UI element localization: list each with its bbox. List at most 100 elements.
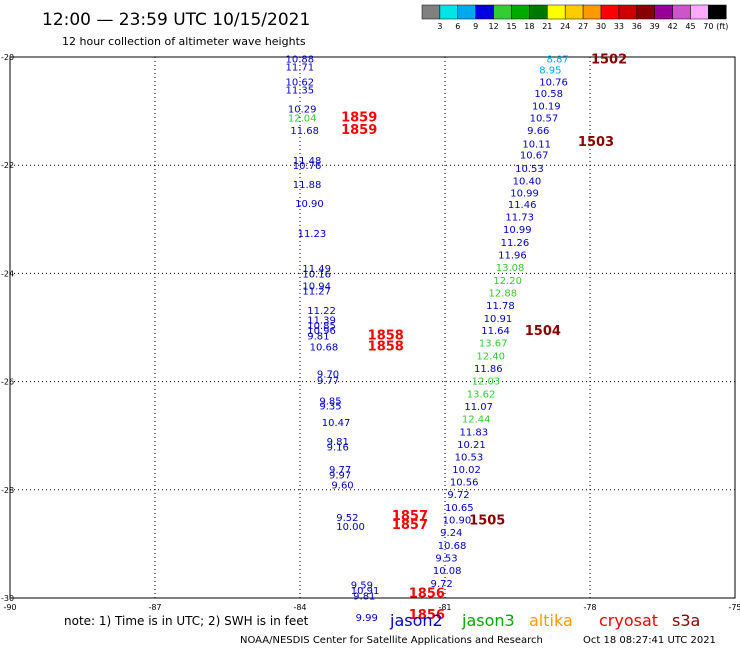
wave-height-point: 9.16 (327, 443, 349, 454)
x-tick-label: -75 (728, 603, 740, 612)
colorbar-label: 15 (506, 22, 516, 31)
colorbar-swatch (439, 4, 459, 20)
y-tick-label: -20 (1, 53, 14, 62)
wave-height-point: 11.27 (302, 287, 331, 298)
wave-height-point: 11.78 (486, 301, 515, 312)
y-tick-label: -28 (1, 486, 14, 495)
wave-height-point: 9.97 (329, 471, 351, 482)
wave-height-point: 10.53 (515, 164, 544, 175)
wave-height-point: 11.88 (293, 180, 322, 191)
pass-number-label: 1857 (392, 509, 428, 524)
colorbar-swatch (547, 4, 566, 20)
x-tick-label: -78 (583, 603, 596, 612)
wave-height-point: 9.81 (307, 332, 329, 343)
wave-height-point: 9.72 (431, 579, 453, 590)
colorbar-swatch (475, 4, 494, 20)
wave-height-point: 10.68 (310, 342, 339, 353)
footer-timestamp: Oct 18 08:27:41 UTC 2021 (583, 635, 716, 646)
x-tick-label: -81 (438, 603, 451, 612)
wave-height-point: 12.04 (288, 114, 317, 125)
satellite-legend-s3a: s3a (672, 611, 700, 630)
pass-number-label: 1504 (525, 324, 561, 339)
wave-height-point: 10.85 (307, 321, 336, 332)
x-tick-label: -90 (3, 603, 16, 612)
colorbar-label: 24 (560, 22, 570, 31)
wave-height-point: 11.26 (501, 238, 530, 249)
pass-number-label: 1858 (368, 339, 404, 354)
wave-height-point: 10.96 (307, 326, 336, 337)
grid-lines (10, 57, 735, 598)
colorbar-swatch (672, 4, 691, 20)
chart-subtitle: 12 hour collection of altimeter wave hei… (62, 35, 306, 48)
wave-height-point: 10.62 (286, 77, 315, 88)
wave-height-point: 10.65 (445, 503, 474, 514)
wave-height-point: 8.87 (547, 55, 569, 66)
pass-number-labels: 1859185918581858185718571856185615021503… (341, 53, 627, 624)
y-axis-ticks: -20 -22 -24 -26 -28 -30 (1, 53, 14, 603)
wave-height-point: 13.67 (479, 339, 508, 350)
wave-height-point: 12.03 (472, 377, 501, 388)
footer-credit: NOAA/NESDIS Center for Satellite Applica… (240, 635, 543, 646)
pass-number-label: 1857 (392, 518, 428, 533)
pass-number-label: 1859 (341, 123, 377, 138)
colorbar-swatch (708, 4, 727, 20)
chart-title: 12:00 — 23:59 UTC 10/15/2021 (42, 10, 310, 30)
wave-height-point: 10.68 (438, 541, 467, 552)
footer-note: note: 1) Time is in UTC; 2) SWH is in fe… (64, 614, 309, 628)
wave-height-point: 11.46 (508, 200, 537, 211)
wave-height-point: 10.40 (513, 176, 542, 187)
wave-height-point: 10.56 (450, 478, 479, 489)
colorbar-swatch (600, 4, 620, 20)
satellite-legend: jason2 jason3 altika cryosat s3a (389, 611, 700, 630)
wave-height-point: 9.81 (353, 591, 375, 602)
y-tick-label: -26 (1, 378, 14, 387)
colorbar-swatch (457, 4, 476, 20)
wave-height-point: 10.29 (288, 104, 317, 115)
wave-height-point: 10.91 (351, 586, 380, 597)
wave-height-point: 10.16 (302, 269, 331, 280)
colorbar-label: 30 (596, 22, 606, 31)
wave-height-point: 10.99 (503, 225, 532, 236)
x-tick-label: -84 (293, 603, 306, 612)
wave-height-point: 10.90 (443, 516, 472, 527)
satellite-legend-altika: altika (529, 611, 573, 630)
plot-frame (9, 56, 736, 599)
wave-height-point: 9.70 (317, 369, 339, 380)
wave-height-point: 11.22 (307, 306, 336, 317)
wave-height-point: 10.21 (457, 440, 486, 451)
pass-number-label: 1856 (409, 608, 445, 623)
satellite-legend-jason2: jason2 (389, 611, 443, 630)
plot-area: -90 -87 -84 -81 -78 -75 -20 -22 -24 -26 -28 -30 10… (1, 53, 740, 624)
colorbar-label: 21 (542, 22, 552, 31)
colorbar-swatch (511, 4, 530, 20)
wave-height-point: 10.08 (433, 566, 462, 577)
wave-height-point: 8.95 (539, 65, 561, 76)
colorbar-swatch (493, 4, 512, 20)
colorbar-label: 12 (489, 22, 499, 31)
colorbar-label: 70 (703, 22, 713, 31)
wave-height-point: 11.49 (302, 264, 331, 275)
wave-height-point: 9.72 (447, 490, 469, 501)
colorbar-swatch (421, 4, 441, 20)
pass-number-label: 1503 (578, 135, 614, 150)
colorbar-label: 18 (524, 22, 534, 31)
colorbar-label: 45 (685, 22, 695, 31)
wave-height-point: 9.81 (327, 437, 349, 448)
wave-height-point: 12.40 (476, 352, 505, 363)
pass-number-label: 1856 (409, 587, 445, 602)
wave-height-point: 10.76 (293, 161, 322, 172)
wave-height-point: 10.76 (539, 77, 568, 88)
wave-height-point: 9.35 (319, 401, 341, 412)
colorbar-swatch (690, 4, 709, 20)
colorbar-label: 27 (578, 22, 588, 31)
colorbar-swatch (564, 4, 584, 20)
wave-height-point: 9.85 (319, 397, 341, 408)
wave-height-point: 11.23 (298, 229, 327, 240)
colorbar-legend: 3 6 9 12 15 18 21 24 27 30 33 36 39 42 45 70 (ft) (421, 4, 728, 31)
wave-height-point: 10.57 (530, 114, 559, 125)
wave-height-point: 11.39 (307, 315, 336, 326)
wave-height-point: 10.88 (286, 55, 315, 66)
wave-height-point: 11.86 (474, 364, 503, 375)
